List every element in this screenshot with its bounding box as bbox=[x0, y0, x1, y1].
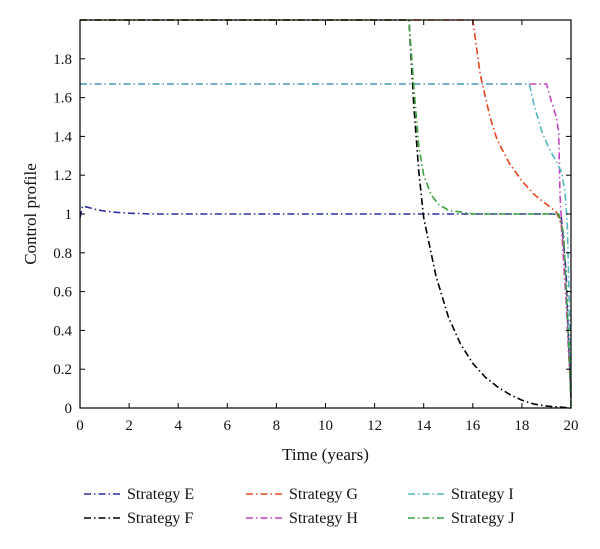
x-tick-label: 14 bbox=[416, 418, 432, 434]
legend-label: Strategy I bbox=[451, 486, 514, 503]
y-tick-label: 0.6 bbox=[53, 285, 72, 301]
x-tick-label: 12 bbox=[367, 418, 382, 434]
series-line-strategy-f bbox=[80, 19, 572, 409]
x-tick-label: 6 bbox=[224, 418, 232, 434]
series-line-strategy-i bbox=[80, 83, 572, 389]
legend-label: Strategy E bbox=[127, 486, 194, 503]
y-tick-label: 1 bbox=[65, 207, 73, 223]
y-tick-label: 0.4 bbox=[53, 323, 72, 339]
series-line-strategy-e bbox=[79, 205, 572, 399]
axis-ticks: 0 2 4 6 8 10 12 14 16 18 20 0 0.2 0.4 0.6 0.8 1 1.2 1.4 1.6… bbox=[53, 20, 579, 434]
x-tick-label: 18 bbox=[514, 418, 529, 434]
legend-label: Strategy H bbox=[289, 510, 358, 527]
y-tick-label: 0.8 bbox=[53, 246, 72, 262]
y-tick-label: 1.4 bbox=[53, 129, 72, 145]
x-tick-label: 4 bbox=[174, 418, 182, 434]
x-tick-label: 10 bbox=[318, 418, 333, 434]
y-tick-label: 1.8 bbox=[53, 52, 72, 68]
plot-lines bbox=[79, 19, 572, 409]
x-tick-label: 8 bbox=[273, 418, 281, 434]
y-tick-label: 1.2 bbox=[53, 168, 72, 184]
y-tick-label: 0.2 bbox=[53, 362, 72, 378]
x-axis-label: Time (years) bbox=[282, 445, 369, 464]
x-tick-label: 2 bbox=[125, 418, 133, 434]
series-line-strategy-g bbox=[80, 19, 572, 399]
legend-label: Strategy G bbox=[289, 486, 358, 503]
x-tick-label: 20 bbox=[564, 418, 579, 434]
legend-label: Strategy J bbox=[451, 510, 515, 527]
legend: Strategy E Strategy F Strategy G Strategy H… bbox=[84, 486, 515, 527]
y-tick-label: 0 bbox=[65, 401, 73, 417]
x-tick-label: 0 bbox=[76, 418, 84, 434]
y-tick-label: 1.6 bbox=[53, 91, 72, 107]
legend-label: Strategy F bbox=[127, 510, 193, 527]
series-line-strategy-h bbox=[80, 83, 572, 389]
x-tick-label: 16 bbox=[465, 418, 481, 434]
series-line-strategy-j bbox=[80, 19, 572, 409]
y-axis-label: Control profile bbox=[21, 163, 40, 265]
